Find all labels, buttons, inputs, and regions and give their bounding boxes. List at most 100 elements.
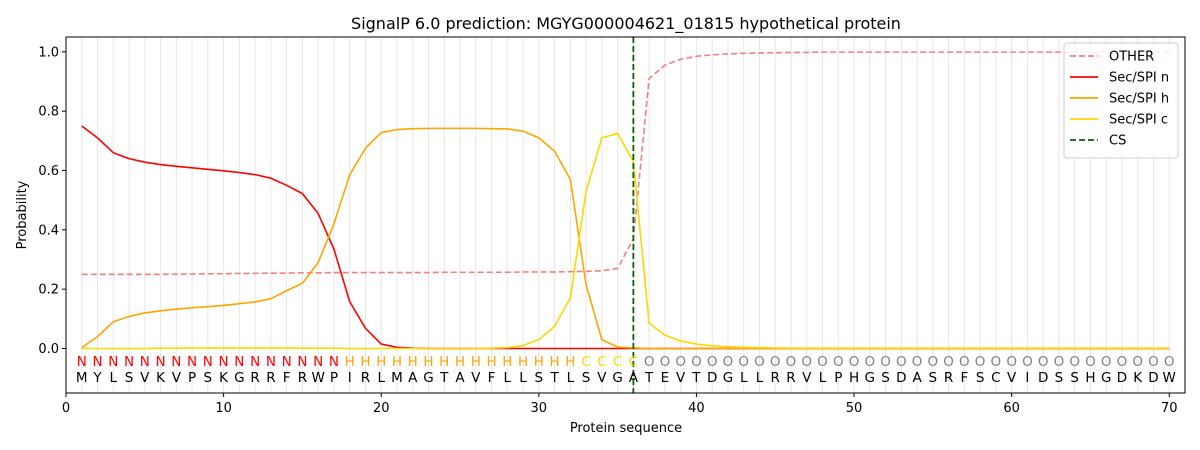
x-axis-label: Protein sequence (570, 421, 682, 436)
residue-letter: R (298, 370, 307, 386)
plot-frame (65, 36, 1186, 394)
residue-letter: L (110, 370, 118, 386)
x-tick-label: 40 (688, 401, 705, 416)
residue-letter: S (582, 370, 591, 386)
residue-letter: R (250, 370, 259, 386)
residue-letter: G (865, 370, 875, 386)
region-label: N (187, 354, 197, 370)
region-label: H (423, 354, 433, 370)
region-label: C (597, 354, 606, 370)
region-label: N (124, 354, 134, 370)
y-axis-ticks: 0.0 0.2 0.4 0.6 0.8 1.0 (38, 45, 66, 357)
region-label: H (360, 354, 370, 370)
residue-letter: R (266, 370, 275, 386)
region-label: O (880, 354, 891, 370)
residue-letter: L (377, 370, 385, 386)
residue-letter: D (1038, 370, 1048, 386)
residue-letter: D (896, 370, 906, 386)
region-label: O (660, 354, 671, 370)
residue-letter: V (140, 370, 150, 386)
region-label: N (219, 354, 229, 370)
region-label: H (549, 354, 559, 370)
region-label: O (864, 354, 875, 370)
residue-letter: I (348, 370, 352, 386)
grid-lines (81, 37, 1170, 393)
region-label: H (518, 354, 528, 370)
region-label: N (156, 354, 166, 370)
region-label: N (108, 354, 118, 370)
region-label: O (1022, 354, 1033, 370)
region-label: H (408, 354, 418, 370)
region-label: N (329, 354, 339, 370)
region-label: H (565, 354, 575, 370)
legend-label: CS (1109, 134, 1126, 149)
region-label: O (1085, 354, 1096, 370)
residue-letter: K (1133, 370, 1143, 386)
residue-letter: M (391, 370, 403, 386)
residue-letter: F (960, 370, 968, 386)
region-label: O (849, 354, 860, 370)
series-line-1 (81, 125, 1170, 350)
y-axis-label: Probability (15, 180, 30, 249)
legend-label: OTHER (1109, 50, 1154, 65)
residue-letter: V (802, 370, 812, 386)
residue-letter: G (234, 370, 244, 386)
region-label: O (991, 354, 1002, 370)
region-label: H (392, 354, 402, 370)
residue-letter: S (1070, 370, 1079, 386)
region-label: H (455, 354, 465, 370)
region-label: O (723, 354, 734, 370)
y-tick-label: 0.0 (38, 342, 59, 357)
residue-letter: V (1007, 370, 1017, 386)
region-label: N (77, 354, 87, 370)
region-label: H (345, 354, 355, 370)
region-label: O (1148, 354, 1159, 370)
region-label: N (234, 354, 244, 370)
residue-letter: Y (92, 370, 102, 386)
region-label: N (297, 354, 307, 370)
residue-letter: S (881, 370, 890, 386)
residue-letter: R (361, 370, 370, 386)
residue-letter: G (723, 370, 733, 386)
region-label: O (975, 354, 986, 370)
x-tick-label: 10 (215, 401, 232, 416)
region-label: O (943, 354, 954, 370)
residue-letter: R (771, 370, 780, 386)
y-tick-label: 0.6 (38, 164, 59, 179)
residue-letter: V (172, 370, 182, 386)
residue-letter: L (819, 370, 827, 386)
region-label: H (486, 354, 496, 370)
x-tick-label: 30 (531, 401, 548, 416)
region-label: O (928, 354, 939, 370)
legend-label: Sec/SPI h (1109, 92, 1169, 107)
legend-label: Sec/SPI c (1109, 113, 1168, 128)
region-label: C (581, 354, 590, 370)
y-tick-label: 0.2 (38, 283, 59, 298)
residue-letter: T (439, 370, 449, 386)
residue-letter: R (786, 370, 795, 386)
residue-letter: G (612, 370, 622, 386)
residue-letter: S (125, 370, 134, 386)
x-tick-label: 70 (1161, 401, 1178, 416)
region-label: N (171, 354, 181, 370)
series-line-0 (81, 51, 1170, 276)
residue-letter: P (330, 370, 338, 386)
region-label: O (644, 354, 655, 370)
residue-letter: L (740, 370, 748, 386)
sequence-layer: NMNYNLNSNVNKNVNPNSNKNGNRNRNFNRNWNPHIHRHL… (76, 354, 1176, 386)
residue-letter: I (1025, 370, 1029, 386)
residue-letter: W (1163, 370, 1176, 386)
residue-letter: F (488, 370, 496, 386)
region-label: O (1101, 354, 1112, 370)
residue-letter: A (408, 370, 418, 386)
residue-letter: H (1085, 370, 1095, 386)
residue-letter: K (156, 370, 166, 386)
residue-letter: A (455, 370, 465, 386)
region-label: H (376, 354, 386, 370)
region-label: H (534, 354, 544, 370)
region-label: O (896, 354, 907, 370)
region-label: O (1069, 354, 1080, 370)
residue-letter: T (691, 370, 701, 386)
residue-letter: P (188, 370, 196, 386)
series-line-3 (81, 132, 1170, 350)
